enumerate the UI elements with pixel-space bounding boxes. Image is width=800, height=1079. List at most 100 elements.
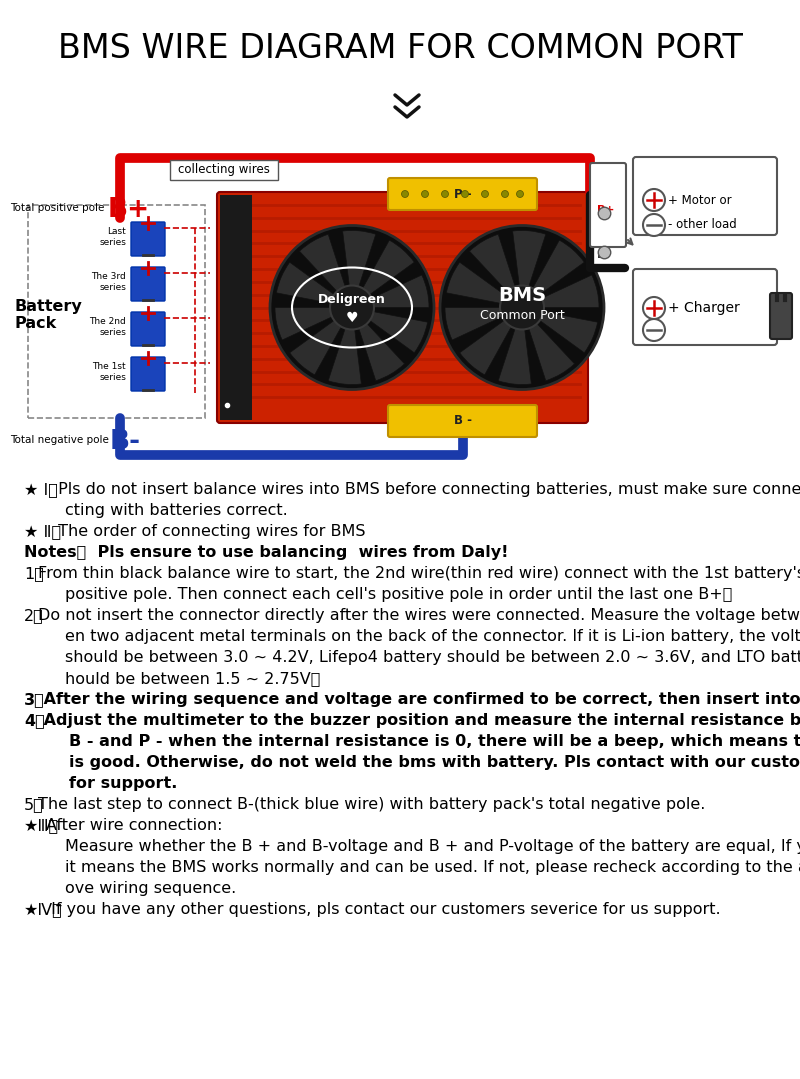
Wedge shape (367, 275, 429, 308)
Text: Last
series: Last series (99, 228, 126, 247)
Circle shape (402, 191, 409, 197)
Wedge shape (513, 231, 546, 291)
Text: hould be between 1.5 ~ 2.75V；: hould be between 1.5 ~ 2.75V； (24, 671, 320, 686)
Wedge shape (536, 311, 598, 353)
Text: BMS: BMS (498, 286, 546, 305)
Text: it means the BMS works normally and can be used. If not, please recheck accordin: it means the BMS works normally and can … (24, 860, 800, 875)
FancyBboxPatch shape (131, 312, 165, 346)
Circle shape (442, 191, 449, 197)
Text: The last step to connect B-(thick blue wire) with battery pack's total negative : The last step to connect B-(thick blue w… (38, 797, 706, 812)
Text: ★Ⅳ、: ★Ⅳ、 (24, 902, 62, 917)
Text: The 2nd
series: The 2nd series (90, 317, 126, 337)
Text: B - and P - when the internal resistance is 0, there will be a beep, which means: B - and P - when the internal resistance… (24, 734, 800, 749)
Text: Total positive pole: Total positive pole (10, 203, 104, 213)
FancyBboxPatch shape (388, 405, 537, 437)
Wedge shape (460, 317, 514, 374)
Text: If you have any other questions, pls contact our customers severice for us suppo: If you have any other questions, pls con… (46, 902, 720, 917)
Text: collecting wires: collecting wires (178, 164, 270, 177)
Wedge shape (299, 234, 346, 295)
Wedge shape (360, 241, 414, 298)
Text: Total negative pole: Total negative pole (10, 435, 109, 445)
Wedge shape (366, 311, 427, 353)
FancyBboxPatch shape (131, 357, 165, 391)
Circle shape (422, 191, 429, 197)
Text: 2、: 2、 (24, 607, 44, 623)
FancyBboxPatch shape (388, 178, 537, 210)
FancyBboxPatch shape (633, 269, 777, 345)
Circle shape (643, 189, 665, 211)
Wedge shape (498, 324, 531, 384)
Bar (220, 195, 252, 420)
Bar (28, 205, 205, 418)
Text: Adjust the multimeter to the buzzer position and measure the internal resistance: Adjust the multimeter to the buzzer posi… (38, 713, 800, 728)
Circle shape (462, 191, 469, 197)
Text: 1、: 1、 (24, 566, 44, 581)
FancyBboxPatch shape (633, 158, 777, 235)
Text: positive pole. Then connect each cell's positive pole in order until the last on: positive pole. Then connect each cell's … (24, 587, 732, 602)
Wedge shape (342, 231, 376, 291)
Text: 4、: 4、 (24, 713, 45, 728)
Text: B-: B- (110, 429, 141, 455)
Text: The order of connecting wires for BMS: The order of connecting wires for BMS (53, 524, 366, 540)
Text: is good. Otherwise, do not weld the bms with battery. Pls contact with our custo: is good. Otherwise, do not weld the bms … (24, 755, 800, 770)
Text: Battery
Pack: Battery Pack (14, 299, 82, 331)
FancyBboxPatch shape (590, 163, 626, 247)
Text: Common Port: Common Port (480, 309, 564, 322)
Wedge shape (538, 275, 599, 308)
FancyBboxPatch shape (770, 293, 792, 339)
Text: BMS WIRE DIAGRAM FOR COMMON PORT: BMS WIRE DIAGRAM FOR COMMON PORT (58, 31, 742, 65)
Circle shape (440, 226, 604, 390)
Text: P-: P- (597, 250, 610, 260)
Text: B -: B - (454, 414, 471, 427)
Circle shape (330, 286, 374, 329)
Wedge shape (328, 324, 362, 384)
Text: ♥: ♥ (346, 311, 358, 325)
Circle shape (500, 286, 544, 329)
Text: From thin black balance wire to start, the 2nd wire(thin red wire) connect with : From thin black balance wire to start, t… (38, 566, 800, 581)
Text: P+: P+ (597, 205, 614, 215)
FancyBboxPatch shape (131, 267, 165, 301)
Circle shape (643, 319, 665, 341)
Text: Pls do not insert balance wires into BMS before connecting batteries, must make : Pls do not insert balance wires into BMS… (53, 482, 800, 497)
Text: Notes：  Pls ensure to use balancing  wires from Daly!: Notes： Pls ensure to use balancing wires… (24, 545, 509, 560)
Wedge shape (446, 262, 508, 304)
Text: should be between 3.0 ~ 4.2V, Lifepo4 battery should be between 2.0 ~ 3.6V, and : should be between 3.0 ~ 4.2V, Lifepo4 ba… (24, 650, 800, 665)
Text: en two adjacent metal terminals on the back of the connector. If it is Li-ion ba: en two adjacent metal terminals on the b… (24, 629, 800, 644)
Text: After wire connection:: After wire connection: (46, 818, 222, 833)
Text: Do not insert the connector directly after the wires were connected. Measure the: Do not insert the connector directly aft… (38, 607, 800, 623)
Circle shape (482, 191, 489, 197)
Text: The 3rd
series: The 3rd series (91, 272, 126, 291)
Text: ove wiring sequence.: ove wiring sequence. (24, 880, 236, 896)
Wedge shape (530, 241, 584, 298)
Text: Deligreen: Deligreen (318, 293, 386, 306)
Text: After the wiring sequence and voltage are confirmed to be correct, then insert i: After the wiring sequence and voltage ar… (38, 692, 800, 707)
Text: + Charger: + Charger (668, 301, 740, 315)
Text: ★ Ⅰ、: ★ Ⅰ、 (24, 482, 58, 497)
Circle shape (643, 297, 665, 319)
Circle shape (643, 214, 665, 236)
FancyBboxPatch shape (170, 160, 278, 180)
Wedge shape (358, 320, 405, 381)
Wedge shape (527, 320, 574, 381)
Text: + Motor or: + Motor or (668, 193, 732, 206)
Circle shape (270, 226, 434, 390)
Text: 3、: 3、 (24, 692, 45, 707)
Text: The 1st
series: The 1st series (92, 363, 126, 382)
Text: Measure whether the B + and B-voltage and B + and P-voltage of the battery are e: Measure whether the B + and B-voltage an… (24, 839, 800, 853)
Text: ★ Ⅱ、: ★ Ⅱ、 (24, 524, 61, 540)
FancyBboxPatch shape (217, 192, 588, 423)
Wedge shape (290, 317, 344, 374)
Wedge shape (275, 308, 337, 340)
Wedge shape (277, 262, 338, 304)
Wedge shape (470, 234, 517, 295)
Text: P -: P - (454, 188, 471, 201)
Text: for support.: for support. (24, 776, 178, 791)
Text: 5、: 5、 (24, 797, 44, 812)
Text: cting with batteries correct.: cting with batteries correct. (24, 503, 288, 518)
Wedge shape (445, 308, 506, 340)
Circle shape (502, 191, 509, 197)
Text: B+: B+ (108, 197, 150, 223)
Text: - other load: - other load (668, 219, 737, 232)
FancyBboxPatch shape (131, 222, 165, 256)
Circle shape (517, 191, 523, 197)
